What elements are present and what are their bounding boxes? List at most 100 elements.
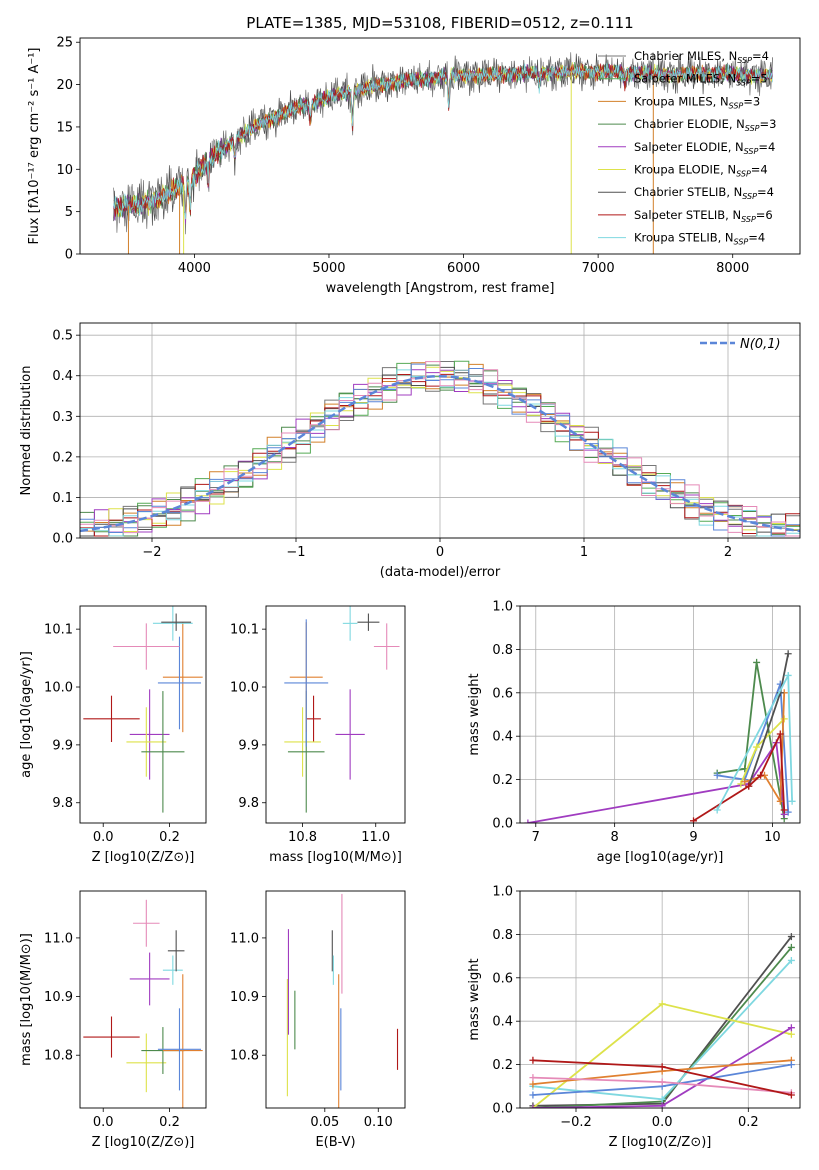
normal-curve	[80, 374, 800, 533]
mass_weight_vs_z-ylabel: mass weight	[467, 958, 482, 1040]
legend-value: =4	[757, 185, 774, 199]
mass_weight_vs_age-xtick-label: 9	[689, 830, 697, 845]
mass_weight_vs_z-marker	[787, 1030, 795, 1038]
legend-value: =5	[751, 72, 768, 86]
age_vs_z-frame	[79, 605, 207, 824]
mass_weight_vs_age-series-0	[717, 662, 786, 819]
spectrum-xtick-label: 7000	[582, 261, 615, 276]
mass_weight_vs_z-xtick-label: 0.0	[652, 1115, 673, 1130]
spectrum-xtick-label: 4000	[178, 261, 211, 276]
mass_weight_vs_z-marker	[529, 1104, 537, 1108]
mass_weight_vs_age-marker	[788, 797, 796, 805]
mass_weight_vs_age-ylabel: mass weight	[467, 673, 482, 755]
spectrum-legend-label: Salpeter ELODIE, NSSP=4	[634, 140, 775, 156]
mass_weight_vs_age-xtick-label: 8	[611, 830, 619, 845]
age_vs_z-xlabel: Z [log10(Z/Z⊙)]	[92, 850, 195, 865]
legend-value: =4	[752, 49, 769, 63]
mass_weight_vs_z-marker	[529, 1080, 537, 1088]
age_vs_z-xtick-label: 0.2	[159, 830, 180, 845]
mass_weight_vs_age-xtick-label: 10	[764, 830, 781, 845]
mass_weight_vs_z-ytick-label: 0.4	[492, 1015, 513, 1030]
residuals-xlabel: (data-model)/error	[380, 565, 501, 580]
spectrum-ytick-label: 10	[56, 163, 73, 178]
mass_weight_vs_age-xtick-label: 7	[532, 830, 540, 845]
mass_weight_vs_z-marker	[658, 1063, 666, 1071]
residuals-xtick-label: 1	[580, 545, 588, 560]
mass_weight_vs_z-ytick-label: 0.2	[492, 1058, 513, 1073]
legend-subscript: SSP	[737, 56, 752, 65]
residuals-ytick-label: 0.5	[52, 329, 73, 344]
age_vs_mass-xtick-label: 10.8	[288, 830, 317, 845]
mass_weight_vs_age-marker	[745, 782, 753, 790]
mass_weight_vs_age-marker	[780, 806, 788, 814]
mass_weight_vs_z-marker	[787, 956, 795, 964]
spectrum-frame	[79, 37, 801, 255]
residuals-xtick-label: 2	[724, 545, 732, 560]
mass_weight_vs_age-marker	[753, 743, 761, 751]
age_vs_mass-ytick-label: 10.0	[230, 681, 259, 696]
spectrum-ytick-label: 25	[56, 36, 73, 51]
age_vs_z-xtick-label: 0.0	[93, 830, 114, 845]
mass_weight_vs_age-ytick-label: 0.8	[492, 643, 513, 658]
legend-subscript: SSP	[745, 124, 760, 133]
mass_weight_vs_age-marker	[776, 797, 784, 805]
mass_vs_ebv-xtick-label: 0.05	[310, 1115, 339, 1130]
mass_vs_ebv-frame	[265, 890, 406, 1109]
age_vs_z-ytick-label: 9.9	[52, 738, 73, 753]
mass_vs_z-ytick-label: 10.9	[44, 990, 73, 1005]
legend-subscript: SSP	[741, 215, 756, 224]
legend-value: =3	[743, 94, 760, 108]
mass_weight_vs_z-marker	[658, 1078, 666, 1086]
spectrum-legend-label: Chabrier ELODIE, NSSP=3	[634, 117, 776, 133]
residuals-ytick-label: 0.0	[52, 532, 73, 547]
mass_weight_vs_age-marker	[713, 806, 721, 814]
age_vs_mass-xtick-label: 11.0	[361, 830, 390, 845]
mass_weight_vs_age-marker	[753, 658, 761, 666]
age_vs_z-ylabel: age [log10(age/yr)]	[19, 651, 34, 778]
legend-subscript: SSP	[736, 170, 751, 179]
mass_weight_vs_z-marker	[529, 1056, 537, 1064]
residuals-xtick-label: −2	[142, 545, 161, 560]
residuals-ytick-label: 0.1	[52, 491, 73, 506]
legend-subscript: SSP	[736, 79, 751, 88]
mass_vs_ebv-ytick-label: 10.9	[230, 990, 259, 1005]
legend-value: =6	[756, 208, 773, 222]
legend-value: =4	[758, 140, 775, 154]
mass_vs_z-xtick-label: 0.0	[93, 1115, 114, 1130]
spectrum-xtick-label: 6000	[447, 261, 480, 276]
spectrum-legend-label: Salpeter STELIB, NSSP=6	[634, 208, 773, 224]
mass_weight_vs_age-ytick-label: 0.4	[492, 730, 513, 745]
spectrum-xtick-label: 8000	[716, 261, 749, 276]
age_vs_mass-frame	[265, 605, 406, 824]
mass_weight_vs_age-marker	[741, 778, 749, 786]
spectrum-ylabel: Flux [fλ10⁻¹⁷ erg cm⁻² s⁻¹ A⁻¹]	[27, 48, 42, 245]
mass_weight_vs_age-marker	[776, 730, 784, 738]
mass_vs_ebv-ytick-label: 10.8	[230, 1049, 259, 1064]
legend-subscript: SSP	[729, 101, 744, 110]
residuals-frame	[79, 322, 801, 539]
residuals-ytick-label: 0.4	[52, 369, 73, 384]
mass_weight_vs_z-marker	[529, 1091, 537, 1099]
residual-hist-10	[80, 361, 800, 537]
spectrum-legend-label: Kroupa ELODIE, NSSP=4	[634, 163, 768, 179]
age_vs_z-ytick-label: 9.8	[52, 796, 73, 811]
spectrum-series-kroupa-stelib	[113, 62, 773, 220]
mass_weight_vs_age-series-6	[693, 733, 786, 822]
mass_weight_vs_age-marker	[737, 780, 745, 788]
mass_weight_vs_z-frame	[519, 890, 801, 1109]
residuals-ytick-label: 0.2	[52, 450, 73, 465]
spectrum-title: PLATE=1385, MJD=53108, FIBERID=0512, z=0…	[246, 14, 633, 32]
mass_weight_vs_z-xlabel: Z [log10(Z/Z⊙)]	[609, 1135, 712, 1150]
spectrum-xlabel: wavelength [Angstrom, rest frame]	[326, 281, 555, 296]
mass_vs_z-ylabel: mass [log10(M/M⊙)]	[19, 933, 34, 1066]
legend-value: =4	[748, 231, 765, 245]
mass_weight_vs_z-ytick-label: 0.0	[492, 1102, 513, 1117]
mass_weight_vs_z-marker	[787, 1091, 795, 1099]
mass_weight_vs_age-marker	[784, 808, 792, 816]
residual-legend-label: N(0,1)	[740, 337, 781, 352]
mass_vs_z-xlabel: Z [log10(Z/Z⊙)]	[92, 1135, 195, 1150]
mass_vs_z-ytick-label: 10.8	[44, 1049, 73, 1064]
mass_weight_vs_z-marker	[658, 1102, 666, 1108]
spectrum-legend-label: Chabrier MILES, NSSP=4	[634, 49, 769, 65]
